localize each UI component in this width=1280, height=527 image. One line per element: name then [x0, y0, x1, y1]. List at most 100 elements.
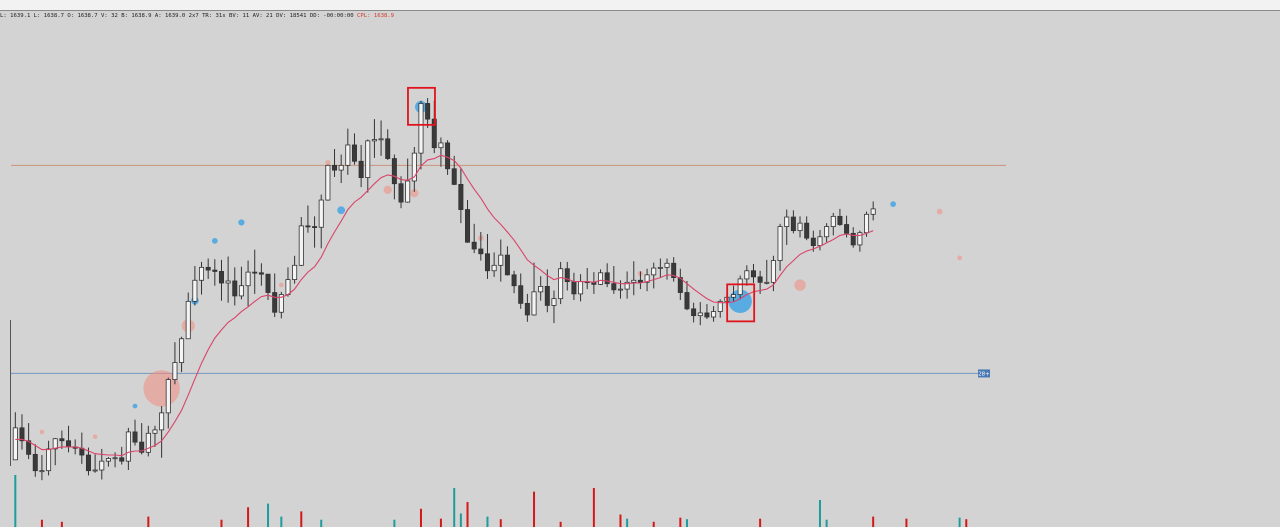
candle-down[interactable] [85, 454, 91, 472]
candle-up[interactable] [345, 144, 351, 166]
candle-up[interactable] [172, 362, 178, 380]
candle-up[interactable] [245, 271, 251, 287]
candle-down[interactable] [212, 269, 218, 272]
candle-up[interactable] [159, 412, 165, 431]
candle-up[interactable] [46, 448, 52, 472]
candle-down[interactable] [445, 142, 451, 170]
candle-up[interactable] [631, 279, 637, 283]
candle-up[interactable] [551, 298, 557, 306]
candle-up[interactable] [192, 279, 198, 302]
candle-down[interactable] [484, 253, 490, 272]
candle-down[interactable] [691, 308, 697, 317]
candle-down[interactable] [471, 241, 477, 250]
candle-down[interactable] [232, 280, 238, 297]
candle-up[interactable] [371, 139, 377, 142]
candle-down[interactable] [26, 440, 32, 455]
candle-down[interactable] [305, 225, 311, 228]
candle-up[interactable] [92, 469, 98, 472]
candle-down[interactable] [757, 276, 763, 283]
candle-up[interactable] [378, 138, 384, 141]
candle-down[interactable] [272, 292, 278, 313]
candle-down[interactable] [218, 271, 224, 284]
candle-down[interactable] [59, 438, 65, 442]
candle-up[interactable] [817, 236, 823, 246]
candle-up[interactable] [664, 262, 670, 268]
candle-down[interactable] [358, 160, 364, 178]
candle-up[interactable] [697, 312, 703, 317]
candle-up[interactable] [737, 278, 743, 295]
candle-down[interactable] [571, 281, 577, 295]
candle-up[interactable] [744, 270, 750, 280]
candle-up[interactable] [764, 281, 770, 284]
candle-down[interactable] [119, 457, 125, 462]
candle-down[interactable] [66, 440, 72, 448]
candle-up[interactable] [418, 103, 424, 154]
candle-up[interactable] [365, 140, 371, 179]
candle-up[interactable] [405, 180, 411, 203]
candle-down[interactable] [132, 431, 138, 443]
candle-up[interactable] [578, 281, 584, 295]
candle-down[interactable] [684, 292, 690, 310]
candle-up[interactable] [824, 226, 830, 238]
candle-down[interactable] [524, 302, 530, 316]
candle-down[interactable] [385, 138, 391, 159]
candle-down[interactable] [804, 222, 810, 239]
candle-down[interactable] [465, 209, 471, 243]
candle-up[interactable] [225, 280, 231, 284]
candle-down[interactable] [332, 164, 338, 171]
candle-down[interactable] [139, 441, 145, 453]
candle-up[interactable] [99, 460, 105, 471]
candle-up[interactable] [558, 268, 564, 300]
candle-down[interactable] [451, 168, 457, 185]
candle-up[interactable] [318, 199, 324, 228]
candle-up[interactable] [624, 281, 630, 290]
candle-up[interactable] [411, 152, 417, 182]
candle-down[interactable] [671, 262, 677, 278]
candle-up[interactable] [644, 274, 650, 283]
candle-down[interactable] [844, 224, 850, 234]
candle-down[interactable] [750, 270, 756, 278]
candle-up[interactable] [438, 142, 444, 149]
candle-up[interactable] [185, 300, 191, 340]
candle-up[interactable] [39, 470, 45, 473]
candle-down[interactable] [810, 237, 816, 246]
candle-up[interactable] [651, 267, 657, 276]
candle-up[interactable] [784, 216, 790, 227]
candle-up[interactable] [531, 291, 537, 316]
candle-down[interactable] [312, 226, 318, 228]
candle-up[interactable] [325, 164, 331, 201]
candle-down[interactable] [544, 285, 550, 306]
candle-down[interactable] [564, 268, 570, 283]
candle-down[interactable] [604, 272, 610, 285]
candle-down[interactable] [677, 277, 683, 293]
candle-down[interactable] [258, 272, 264, 275]
candle-up[interactable] [298, 225, 304, 266]
candle-up[interactable] [857, 232, 863, 246]
candle-up[interactable] [617, 288, 623, 291]
candle-down[interactable] [518, 285, 524, 304]
candle-up[interactable] [870, 208, 876, 215]
candle-down[interactable] [205, 266, 211, 271]
candle-down[interactable] [391, 158, 397, 185]
candle-down[interactable] [19, 427, 25, 442]
candle-up[interactable] [657, 266, 663, 269]
candle-up[interactable] [179, 338, 185, 363]
candle-down[interactable] [504, 254, 510, 276]
candle-up[interactable] [285, 279, 291, 295]
candle-up[interactable] [797, 222, 803, 232]
candle-down[interactable] [637, 279, 643, 283]
candle-down[interactable] [478, 248, 484, 255]
candle-down[interactable] [32, 453, 38, 472]
candle-up[interactable] [12, 427, 18, 461]
candle-up[interactable] [152, 429, 158, 434]
candle-up[interactable] [52, 438, 58, 450]
candle-down[interactable] [425, 103, 431, 120]
candle-down[interactable] [837, 215, 843, 225]
candle-down[interactable] [704, 312, 710, 318]
candle-up[interactable] [165, 379, 171, 414]
candle-up[interactable] [864, 213, 870, 234]
candle-up[interactable] [105, 458, 111, 462]
candle-up[interactable] [278, 294, 284, 313]
candle-up[interactable] [125, 431, 131, 462]
candle-up[interactable] [112, 457, 118, 460]
